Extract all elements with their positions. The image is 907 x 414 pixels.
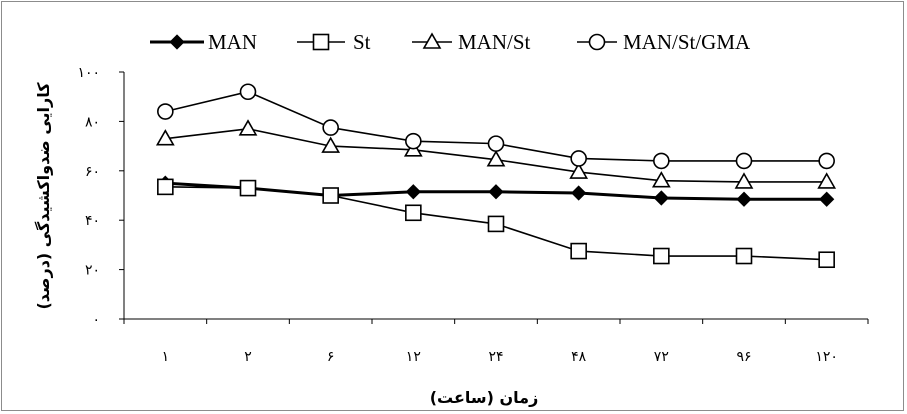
x-tick-label: ۱ (162, 349, 170, 365)
data-point (405, 204, 422, 222)
x-tick-label: ۴۸ (571, 349, 587, 365)
data-point (817, 172, 837, 189)
series-layer (155, 83, 837, 269)
data-point (239, 83, 257, 101)
data-point (736, 191, 752, 207)
legend-label: MAN (208, 30, 257, 54)
legend-item: MAN/St (412, 30, 531, 54)
data-point (239, 179, 257, 197)
series-st (157, 178, 835, 269)
x-tick-label: ۱۲۰ (815, 349, 838, 365)
y-tick-label: ۸۰ (85, 114, 100, 130)
series-man-st-gma (157, 83, 835, 170)
data-point (487, 215, 505, 233)
data-point (488, 184, 504, 200)
data-point (155, 129, 175, 146)
data-point (818, 152, 835, 170)
legend-item: St (297, 30, 371, 54)
data-point (735, 247, 753, 265)
data-point (322, 187, 339, 204)
x-tick-label: ۹۶ (736, 349, 751, 365)
y-tick-label: ۰ (92, 312, 100, 328)
legend-item: MAN/St/GMA (577, 30, 751, 54)
data-point (157, 178, 174, 196)
data-point (734, 172, 754, 189)
data-point (405, 132, 422, 150)
legend-label: MAN/St/GMA (623, 30, 751, 54)
data-point (487, 135, 505, 152)
data-point (321, 136, 341, 153)
data-point (569, 162, 589, 179)
legend-label: MAN/St (458, 30, 531, 54)
data-point (322, 119, 339, 136)
y-axis-title: کارایی ضدواکشیدگی (درصد) (34, 82, 53, 310)
legend-item: MAN (150, 30, 257, 54)
y-tick-label: ۶۰ (85, 164, 100, 180)
data-point (486, 150, 506, 167)
data-point (653, 152, 670, 170)
legend-marker (169, 34, 185, 50)
data-point (570, 150, 587, 167)
data-point (651, 171, 671, 188)
data-point (238, 119, 258, 136)
data-point (819, 191, 835, 207)
series-man-st (155, 119, 837, 189)
x-tick-label: ۲۴ (488, 349, 503, 365)
x-tick-label: ۲ (244, 349, 252, 365)
data-point (570, 242, 587, 260)
data-point (735, 152, 753, 170)
data-point (405, 184, 421, 200)
y-tick-label: ۴۰ (85, 213, 100, 229)
y-tick-label: ۲۰ (85, 263, 100, 279)
data-point (653, 190, 669, 206)
data-point (653, 247, 670, 265)
legend: MAN St MAN/St MAN/St/GMA (150, 30, 751, 54)
data-point (571, 185, 587, 201)
x-tick-label: ۱۲ (406, 349, 421, 365)
legend-label: St (353, 30, 371, 54)
legend-marker (588, 33, 606, 51)
legend-marker (312, 33, 330, 51)
legend-marker (422, 32, 442, 49)
data-point (157, 103, 174, 120)
data-point (818, 251, 835, 269)
x-tick-label: ۷۲ (654, 349, 669, 365)
x-tick-label: ۶ (327, 349, 335, 365)
x-axis-title: زمان (ساعت) (430, 388, 539, 407)
y-tick-label: ۱۰۰ (77, 65, 100, 81)
